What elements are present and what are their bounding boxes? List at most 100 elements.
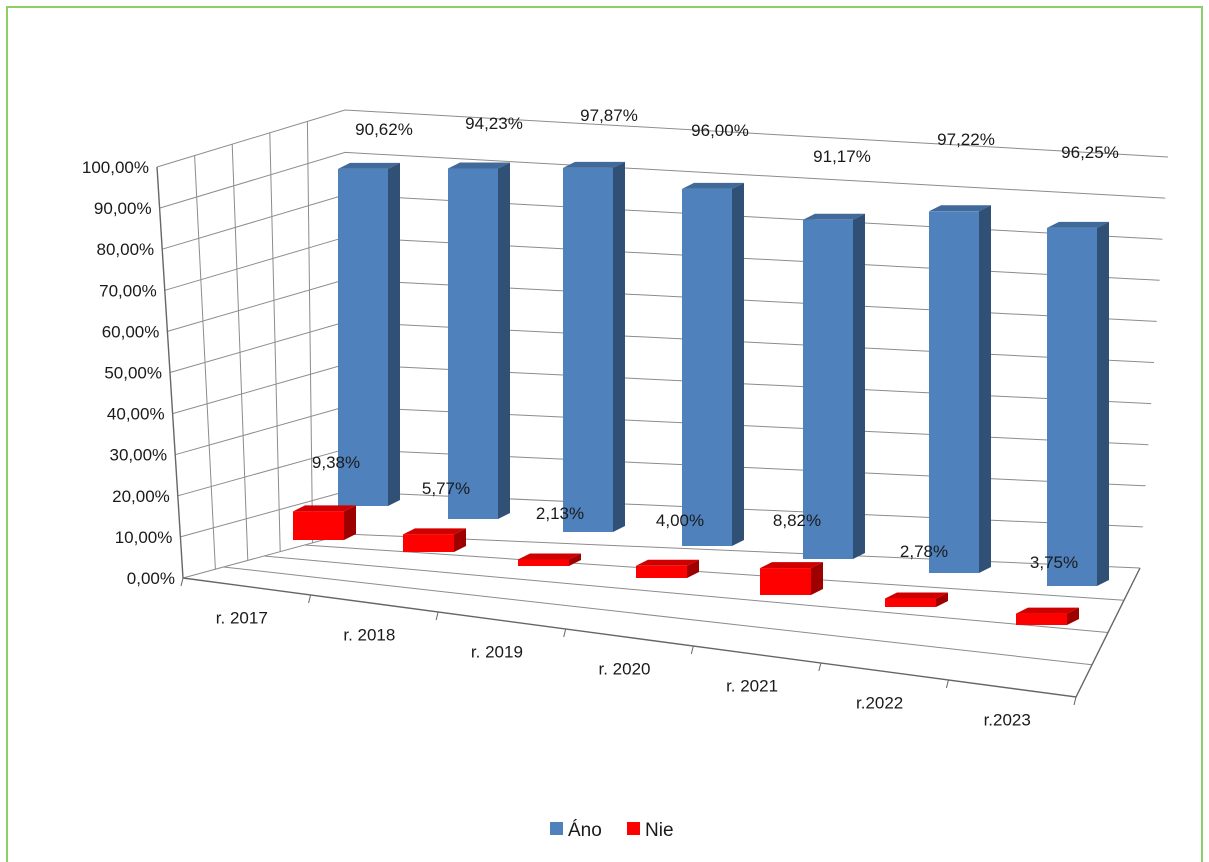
bar-ano-top xyxy=(682,182,744,189)
gridline xyxy=(167,279,1157,332)
bar-nie-top xyxy=(760,562,823,569)
gridline xyxy=(172,363,1152,415)
bar-nie-side xyxy=(811,562,823,595)
x-tick xyxy=(563,628,567,638)
bar-nie xyxy=(636,559,699,578)
side-wall-gridline xyxy=(269,132,281,552)
bar-nie-top xyxy=(885,592,948,599)
data-label-ano: 97,22% xyxy=(937,130,995,149)
bar-nie-top xyxy=(1016,607,1079,614)
bar-ano-side xyxy=(613,161,625,532)
legend-label-nie: Nie xyxy=(645,820,674,841)
bar-nie xyxy=(1016,607,1079,625)
gridline xyxy=(169,321,1155,373)
bar-nie xyxy=(293,505,356,540)
bar-ano-side xyxy=(1097,221,1109,586)
bar-nie-front xyxy=(518,559,569,566)
data-label-nie: 3,75% xyxy=(1030,553,1078,572)
data-label-ano: 96,00% xyxy=(691,121,749,140)
x-category-label: r.2023 xyxy=(984,711,1031,730)
bar-ano-top xyxy=(803,213,865,220)
x-axis-line xyxy=(182,567,1141,698)
bar-ano-side xyxy=(979,205,991,574)
bar-ano xyxy=(563,161,625,533)
x-category-label: r. 2018 xyxy=(343,626,395,645)
x-tick xyxy=(818,662,822,672)
x-category-label: r.2022 xyxy=(856,694,903,713)
legend-swatch-nie xyxy=(627,822,640,835)
floor-gridline xyxy=(263,555,1109,633)
floor-gridline xyxy=(223,566,1093,666)
bar-ano-top xyxy=(1047,221,1109,228)
data-label-ano: 90,62% xyxy=(355,120,413,139)
gridline xyxy=(159,151,1166,209)
bar-nie-side xyxy=(569,553,581,566)
bar-nie-side xyxy=(344,505,356,540)
bar-nie-front xyxy=(636,565,687,578)
bar-ano xyxy=(929,205,991,574)
bar-nie xyxy=(760,562,823,595)
x-category-label: r. 2020 xyxy=(599,660,651,679)
bar-ano-top xyxy=(338,162,400,169)
bar-nie xyxy=(403,528,466,552)
legend: Áno Nie xyxy=(550,820,674,841)
bar-nie-front xyxy=(293,511,344,540)
bar-nie-side xyxy=(687,559,699,578)
x-tick xyxy=(308,594,312,604)
data-label-ano: 91,17% xyxy=(813,147,871,166)
y-tick-label: 0,00% xyxy=(127,569,175,588)
bar-ano-side xyxy=(498,162,510,519)
bar-ano-side xyxy=(388,162,400,506)
y-tick-label: 90,00% xyxy=(94,199,152,218)
bar-ano xyxy=(1047,221,1109,586)
bar-ano-front xyxy=(929,211,979,573)
bar-nie xyxy=(885,592,948,607)
bar-nie-top xyxy=(293,505,356,512)
data-label-ano: 96,25% xyxy=(1061,143,1119,162)
bar-ano-front xyxy=(682,188,732,546)
data-label-nie: 4,00% xyxy=(656,511,704,530)
gridline xyxy=(162,194,1163,250)
bar-nie-front xyxy=(885,598,936,607)
bar-nie-front xyxy=(1016,613,1067,625)
labels-layer: 0,00% 10,00% 20,00% 30,00% 40,00% 50,00% 60,00… xyxy=(82,106,1119,730)
side-wall-gridline xyxy=(231,144,249,561)
x-tick xyxy=(180,577,184,587)
bars-layer xyxy=(293,161,1109,625)
y-tick-label: 80,00% xyxy=(97,240,155,259)
bar-nie-top xyxy=(636,559,699,566)
bar-ano xyxy=(338,162,400,506)
bar-nie-front xyxy=(760,568,811,595)
bar-ano xyxy=(682,182,744,546)
gridline xyxy=(164,236,1160,291)
bar-nie-top xyxy=(403,528,466,535)
bar-ano-side xyxy=(853,213,865,560)
gridline xyxy=(175,406,1149,456)
data-label-nie: 2,13% xyxy=(536,504,584,523)
legend-label-ano: Áno xyxy=(568,820,602,841)
bar-ano-top xyxy=(563,161,625,168)
x-tick xyxy=(1073,696,1077,706)
bar-ano xyxy=(803,213,865,560)
bar-nie-front xyxy=(403,534,454,552)
bar-ano-front xyxy=(1047,227,1097,586)
bar-ano-side xyxy=(732,182,744,546)
bar-ano-top xyxy=(929,205,991,212)
x-category-label: r. 2021 xyxy=(726,677,778,696)
data-label-nie: 9,38% xyxy=(312,453,360,472)
data-label-nie: 5,77% xyxy=(422,479,470,498)
data-label-nie: 2,78% xyxy=(900,542,948,561)
bar-nie-side xyxy=(454,528,466,552)
y-tick-label: 40,00% xyxy=(107,405,165,424)
bar-ano-front xyxy=(448,168,498,519)
x-tick xyxy=(435,611,439,621)
y-tick-label: 70,00% xyxy=(99,281,157,300)
y-tick-label: 20,00% xyxy=(112,487,170,506)
bar-ano xyxy=(448,162,510,519)
data-label-ano: 94,23% xyxy=(465,114,523,133)
bar-nie-top xyxy=(518,553,581,560)
bar-ano-front xyxy=(338,168,388,506)
x-tick xyxy=(690,645,694,655)
bar-ano-front xyxy=(563,167,613,533)
